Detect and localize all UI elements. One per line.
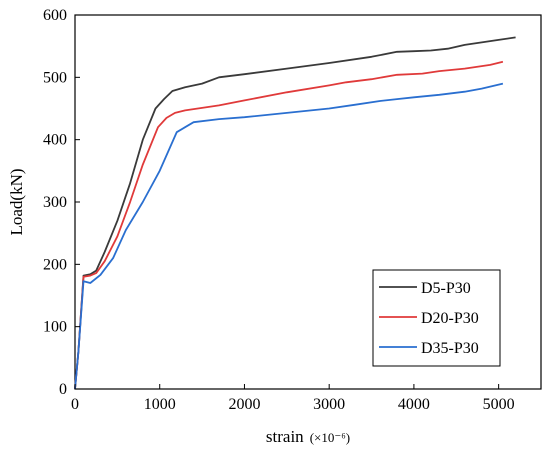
- legend-label: D35-P30: [421, 340, 479, 357]
- legend: D5-P30 D20-P30 D35-P30: [372, 269, 501, 367]
- y-tick-label: 200: [43, 256, 67, 273]
- x-tick-label: 3000: [313, 396, 345, 413]
- x-tick-label: 5000: [483, 396, 515, 413]
- x-tick-label: 1000: [144, 396, 176, 413]
- y-tick-label: 400: [43, 132, 67, 149]
- y-tick-label: 0: [59, 381, 67, 398]
- x-tick-label: 4000: [398, 396, 430, 413]
- axes: 0 1000 2000 3000 4000 5000 0 100 200 300 400 500 600: [43, 7, 515, 413]
- series-line-d35-p30: [74, 82, 504, 390]
- y-tick-label: 600: [43, 7, 67, 24]
- x-tick-label: 2000: [228, 396, 260, 413]
- y-tick-label: 100: [43, 319, 67, 336]
- series-group: [74, 36, 516, 390]
- legend-label: D5-P30: [421, 280, 471, 297]
- y-tick-label: 300: [43, 194, 67, 211]
- y-tick-label: 500: [43, 69, 67, 86]
- x-axis-unit: (×10⁻⁶): [310, 430, 350, 445]
- x-axis-title: strain (×10⁻⁶): [266, 427, 350, 446]
- legend-label: D20-P30: [421, 310, 479, 327]
- series-line-d20-p30: [74, 60, 504, 390]
- x-axis-title-text: strain: [266, 427, 304, 446]
- series-line-d5-p30: [74, 36, 516, 390]
- legend-box: [372, 269, 501, 367]
- x-tick-label: 0: [71, 396, 79, 413]
- y-axis-title: Load(kN): [7, 168, 26, 235]
